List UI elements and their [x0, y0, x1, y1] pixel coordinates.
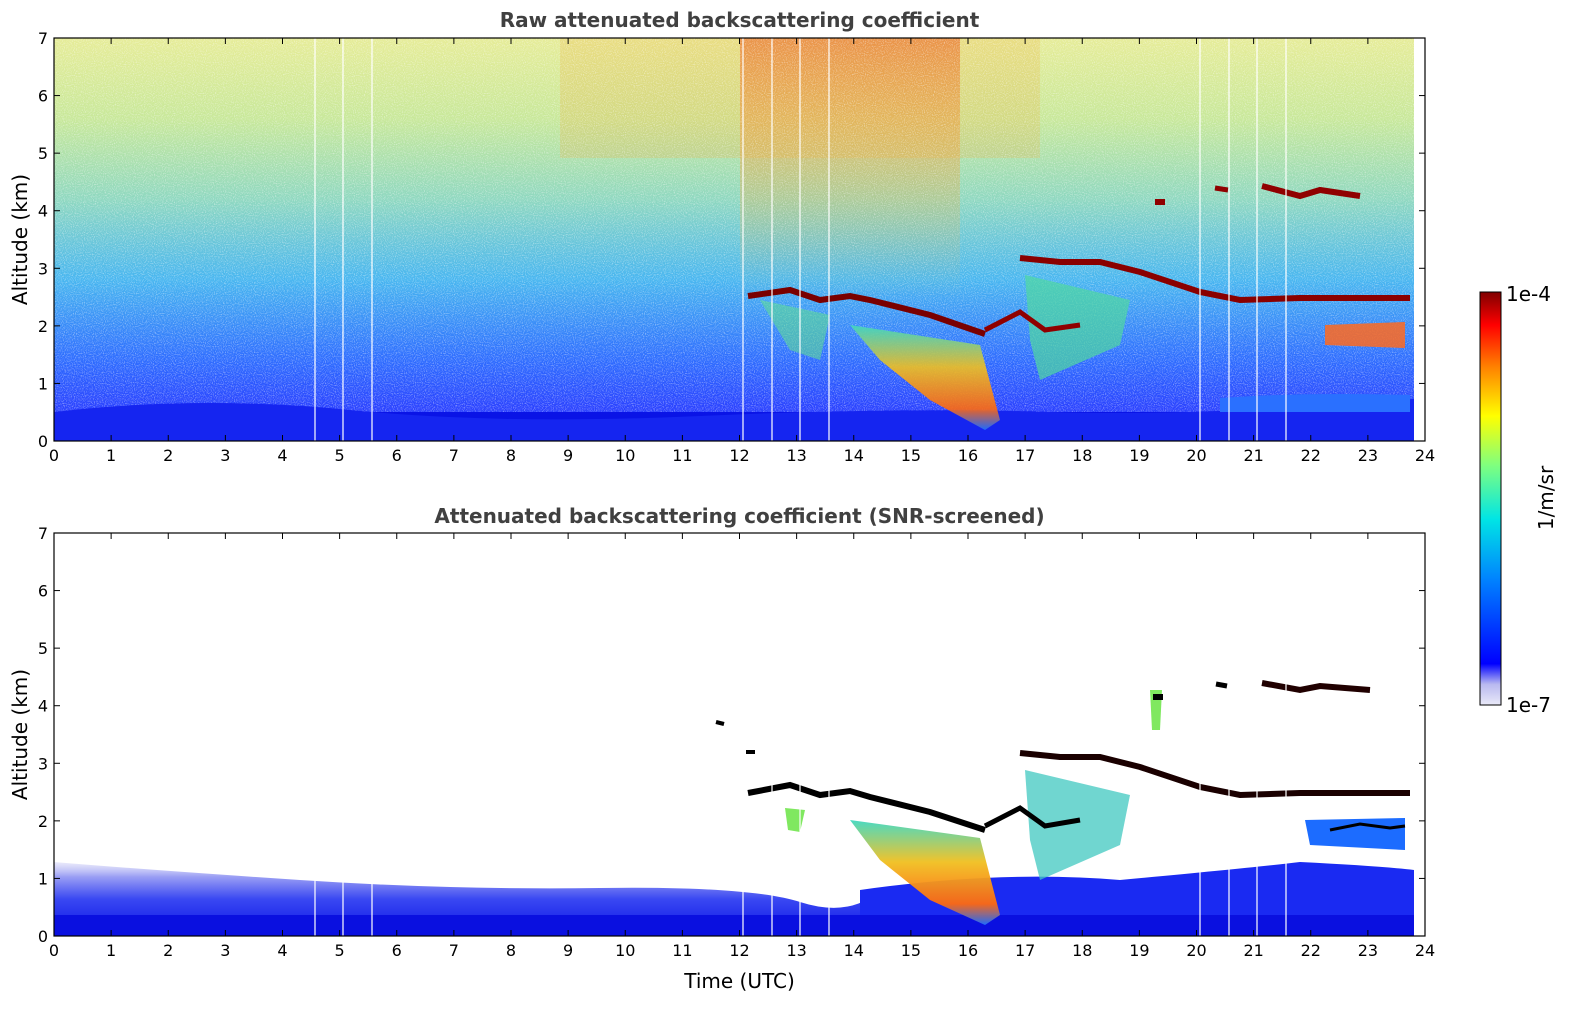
screened-y-tick-label: 0	[38, 927, 48, 946]
raw-y-tick-label: 4	[38, 202, 48, 221]
raw-y-tick-label: 6	[38, 87, 48, 106]
colorbar-unit-label: 1/m/sr	[1534, 465, 1558, 530]
screened-y-tick-label: 2	[38, 812, 48, 831]
screened-heatmap-image	[54, 533, 1425, 936]
x-axis-label: Time (UTC)	[683, 969, 795, 993]
screened-x-tick-label: 12	[729, 941, 749, 960]
raw-x-tick-label: 2	[163, 446, 173, 465]
screened-y-tick-label: 3	[38, 754, 48, 773]
screened-x-tick-label: 10	[615, 941, 635, 960]
screened-x-tick-label: 6	[392, 941, 402, 960]
raw-x-tick-label: 12	[729, 446, 749, 465]
raw-y-tick-label: 3	[38, 259, 48, 278]
raw-x-tick-label: 11	[672, 446, 692, 465]
screened-axes: 0 1 2 3 4 5 6 7 8 9 10 11 12 13 14 15 16 17 18 19 20 21 22 23 24…	[38, 524, 1435, 960]
screened-x-tick-label: 3	[220, 941, 230, 960]
screened-x-tick-label: 13	[786, 941, 806, 960]
data-gap-lines	[314, 38, 1287, 441]
raw-x-tick-label: 6	[392, 446, 402, 465]
screened-x-tick-label: 14	[844, 941, 864, 960]
raw-x-tick-label: 0	[49, 446, 59, 465]
colorbar: 1e-4 1e-7 1/m/sr	[1479, 282, 1558, 717]
screened-x-tick-label: 24	[1415, 941, 1435, 960]
screened-x-tick-label: 2	[163, 941, 173, 960]
raw-backscatter-panel: 0 1 2 3 4 5 6 7 8 9 10 11 12 13 14 15 16 17 18 19 20 21 22 23 24…	[8, 8, 1435, 465]
raw-x-tick-label: 16	[958, 446, 978, 465]
raw-x-tick-label: 5	[335, 446, 345, 465]
raw-y-tick-label: 1	[38, 374, 48, 393]
data-gap-lines	[314, 533, 1287, 936]
screened-x-tick-label: 16	[958, 941, 978, 960]
raw-x-tick-label: 3	[220, 446, 230, 465]
screened-x-tick-label: 21	[1243, 941, 1263, 960]
screened-x-tick-label: 20	[1186, 941, 1206, 960]
raw-x-tick-label: 9	[563, 446, 573, 465]
screened-x-tick-label: 17	[1015, 941, 1035, 960]
raw-x-tick-label: 21	[1243, 446, 1263, 465]
raw-x-tick-label: 4	[277, 446, 287, 465]
raw-y-tick-label: 0	[38, 432, 48, 451]
screened-y-tick-label: 7	[38, 524, 48, 543]
screened-x-tick-label: 5	[335, 941, 345, 960]
raw-x-tick-label: 20	[1186, 446, 1206, 465]
raw-y-axis-label: Altitude (km)	[8, 174, 32, 305]
screened-y-tick-label: 6	[38, 582, 48, 601]
raw-x-tick-label: 19	[1129, 446, 1149, 465]
screened-chart-title: Attenuated backscattering coefficient (S…	[434, 504, 1044, 528]
raw-x-tick-label: 14	[844, 446, 864, 465]
screened-x-tick-label: 0	[49, 941, 59, 960]
colorbar-max-label: 1e-4	[1506, 282, 1551, 306]
screened-x-tick-label: 8	[506, 941, 516, 960]
raw-x-tick-label: 8	[506, 446, 516, 465]
screened-x-tick-label: 22	[1301, 941, 1321, 960]
raw-x-tick-label: 18	[1072, 446, 1092, 465]
raw-y-tick-label: 2	[38, 317, 48, 336]
raw-x-tick-label: 17	[1015, 446, 1035, 465]
raw-x-tick-label: 10	[615, 446, 635, 465]
raw-x-tick-label: 22	[1301, 446, 1321, 465]
screened-x-tick-label: 1	[106, 941, 116, 960]
colorbar-gradient	[1479, 291, 1502, 706]
screened-y-axis-label: Altitude (km)	[8, 669, 32, 800]
screened-x-tick-label: 7	[449, 941, 459, 960]
screened-x-tick-label: 23	[1358, 941, 1378, 960]
raw-axes: 0 1 2 3 4 5 6 7 8 9 10 11 12 13 14 15 16 17 18 19 20 21 22 23 24…	[38, 29, 1435, 465]
screened-y-tick-label: 4	[38, 697, 48, 716]
raw-x-tick-label: 7	[449, 446, 459, 465]
colorbar-min-label: 1e-7	[1506, 693, 1551, 717]
raw-x-tick-label: 23	[1358, 446, 1378, 465]
raw-y-tick-label: 7	[38, 29, 48, 48]
screened-x-tick-label: 9	[563, 941, 573, 960]
raw-x-tick-label: 13	[786, 446, 806, 465]
screened-y-tick-label: 5	[38, 639, 48, 658]
screened-x-tick-label: 15	[901, 941, 921, 960]
screened-x-tick-label: 19	[1129, 941, 1149, 960]
raw-x-tick-label: 24	[1415, 446, 1435, 465]
screened-x-tick-label: 11	[672, 941, 692, 960]
raw-chart-title: Raw attenuated backscattering coefficien…	[500, 8, 980, 32]
screened-backscatter-panel: 0 1 2 3 4 5 6 7 8 9 10 11 12 13 14 15 16 17 18 19 20 21 22 23 24…	[8, 504, 1435, 993]
raw-x-tick-label: 15	[901, 446, 921, 465]
raw-y-tick-label: 5	[38, 144, 48, 163]
screened-x-tick-label: 18	[1072, 941, 1092, 960]
raw-x-tick-label: 1	[106, 446, 116, 465]
screened-y-tick-label: 1	[38, 869, 48, 888]
screened-x-tick-label: 4	[277, 941, 287, 960]
raw-heatmap-image	[54, 38, 1425, 441]
